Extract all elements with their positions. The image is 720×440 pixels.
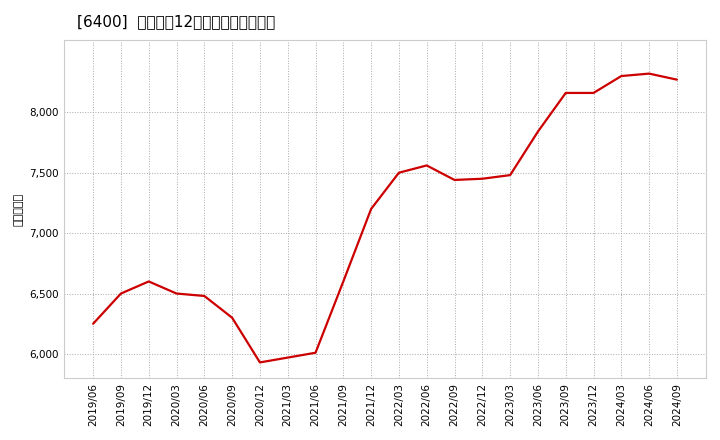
Y-axis label: （百万円）: （百万円） <box>14 192 24 226</box>
Text: [6400]  売上高の12か月移動合計の推移: [6400] 売上高の12か月移動合計の推移 <box>77 14 275 29</box>
